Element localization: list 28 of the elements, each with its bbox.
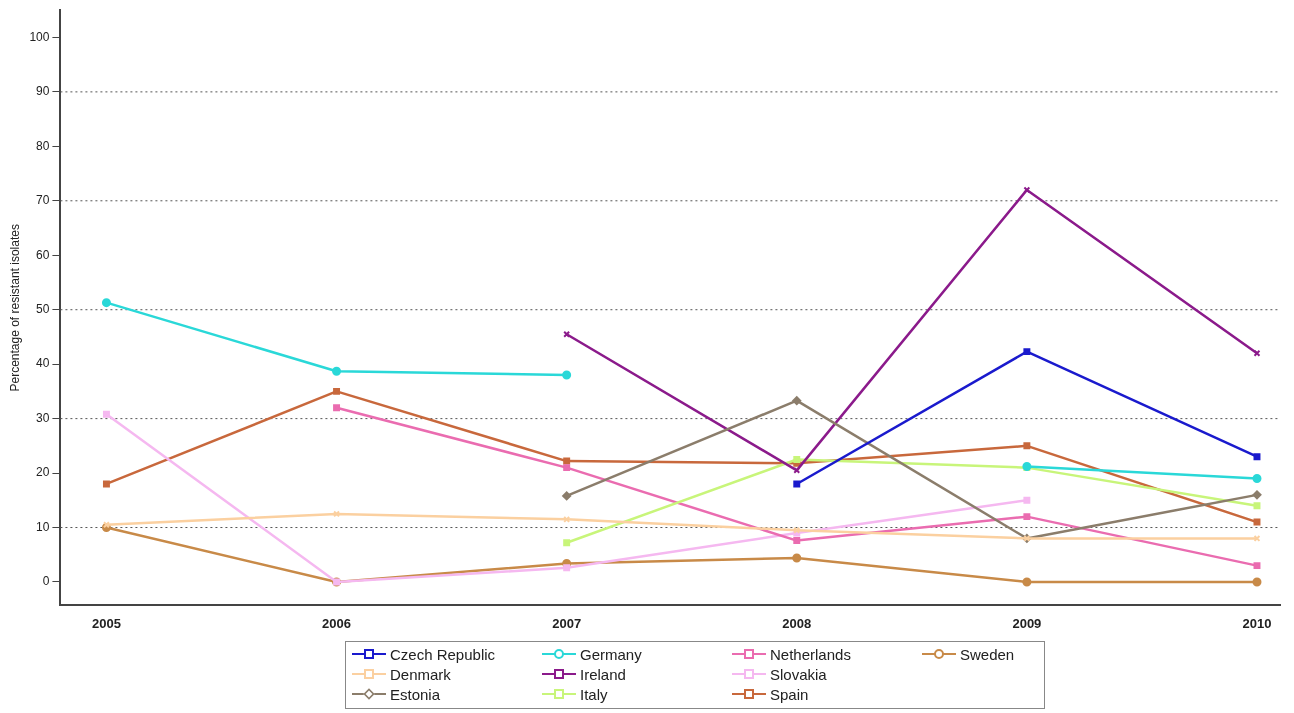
x-tick-label: 2007 <box>552 615 582 631</box>
x-tick-label: 2006 <box>322 615 352 631</box>
x-tick-label: 2009 <box>1012 615 1042 631</box>
y-tick-label: 60 <box>36 247 50 262</box>
y-tick-label: 80 <box>36 138 50 153</box>
y-tick-label: 40 <box>36 356 50 371</box>
legend-label: Ireland <box>580 665 626 683</box>
legend-label: Slovakia <box>770 665 827 683</box>
y-tick-label: 90 <box>36 84 50 99</box>
x-tick-label: 2010 <box>1242 615 1272 631</box>
legend-label: Sweden <box>960 645 1015 663</box>
legend-label: Italy <box>580 685 608 703</box>
legend-label: Czech Republic <box>390 645 496 663</box>
y-axis-title: Percentage of resistant isolates <box>7 224 22 392</box>
legend-label: Denmark <box>390 665 451 683</box>
legend-label: Spain <box>770 685 809 703</box>
y-tick-label: 100 <box>29 29 50 44</box>
legend-label: Netherlands <box>770 645 851 663</box>
y-tick-label: 70 <box>36 193 50 208</box>
legend-label: Germany <box>580 645 642 663</box>
x-tick-label: 2005 <box>91 615 121 631</box>
y-tick-label: 20 <box>36 465 50 480</box>
y-tick-label: 50 <box>36 302 50 317</box>
x-tick-label: 2008 <box>782 615 812 631</box>
y-tick-label: 30 <box>36 410 50 425</box>
legend-label: Estonia <box>390 685 441 703</box>
y-tick-label: 0 <box>42 574 50 589</box>
y-tick-label: 10 <box>36 519 50 534</box>
